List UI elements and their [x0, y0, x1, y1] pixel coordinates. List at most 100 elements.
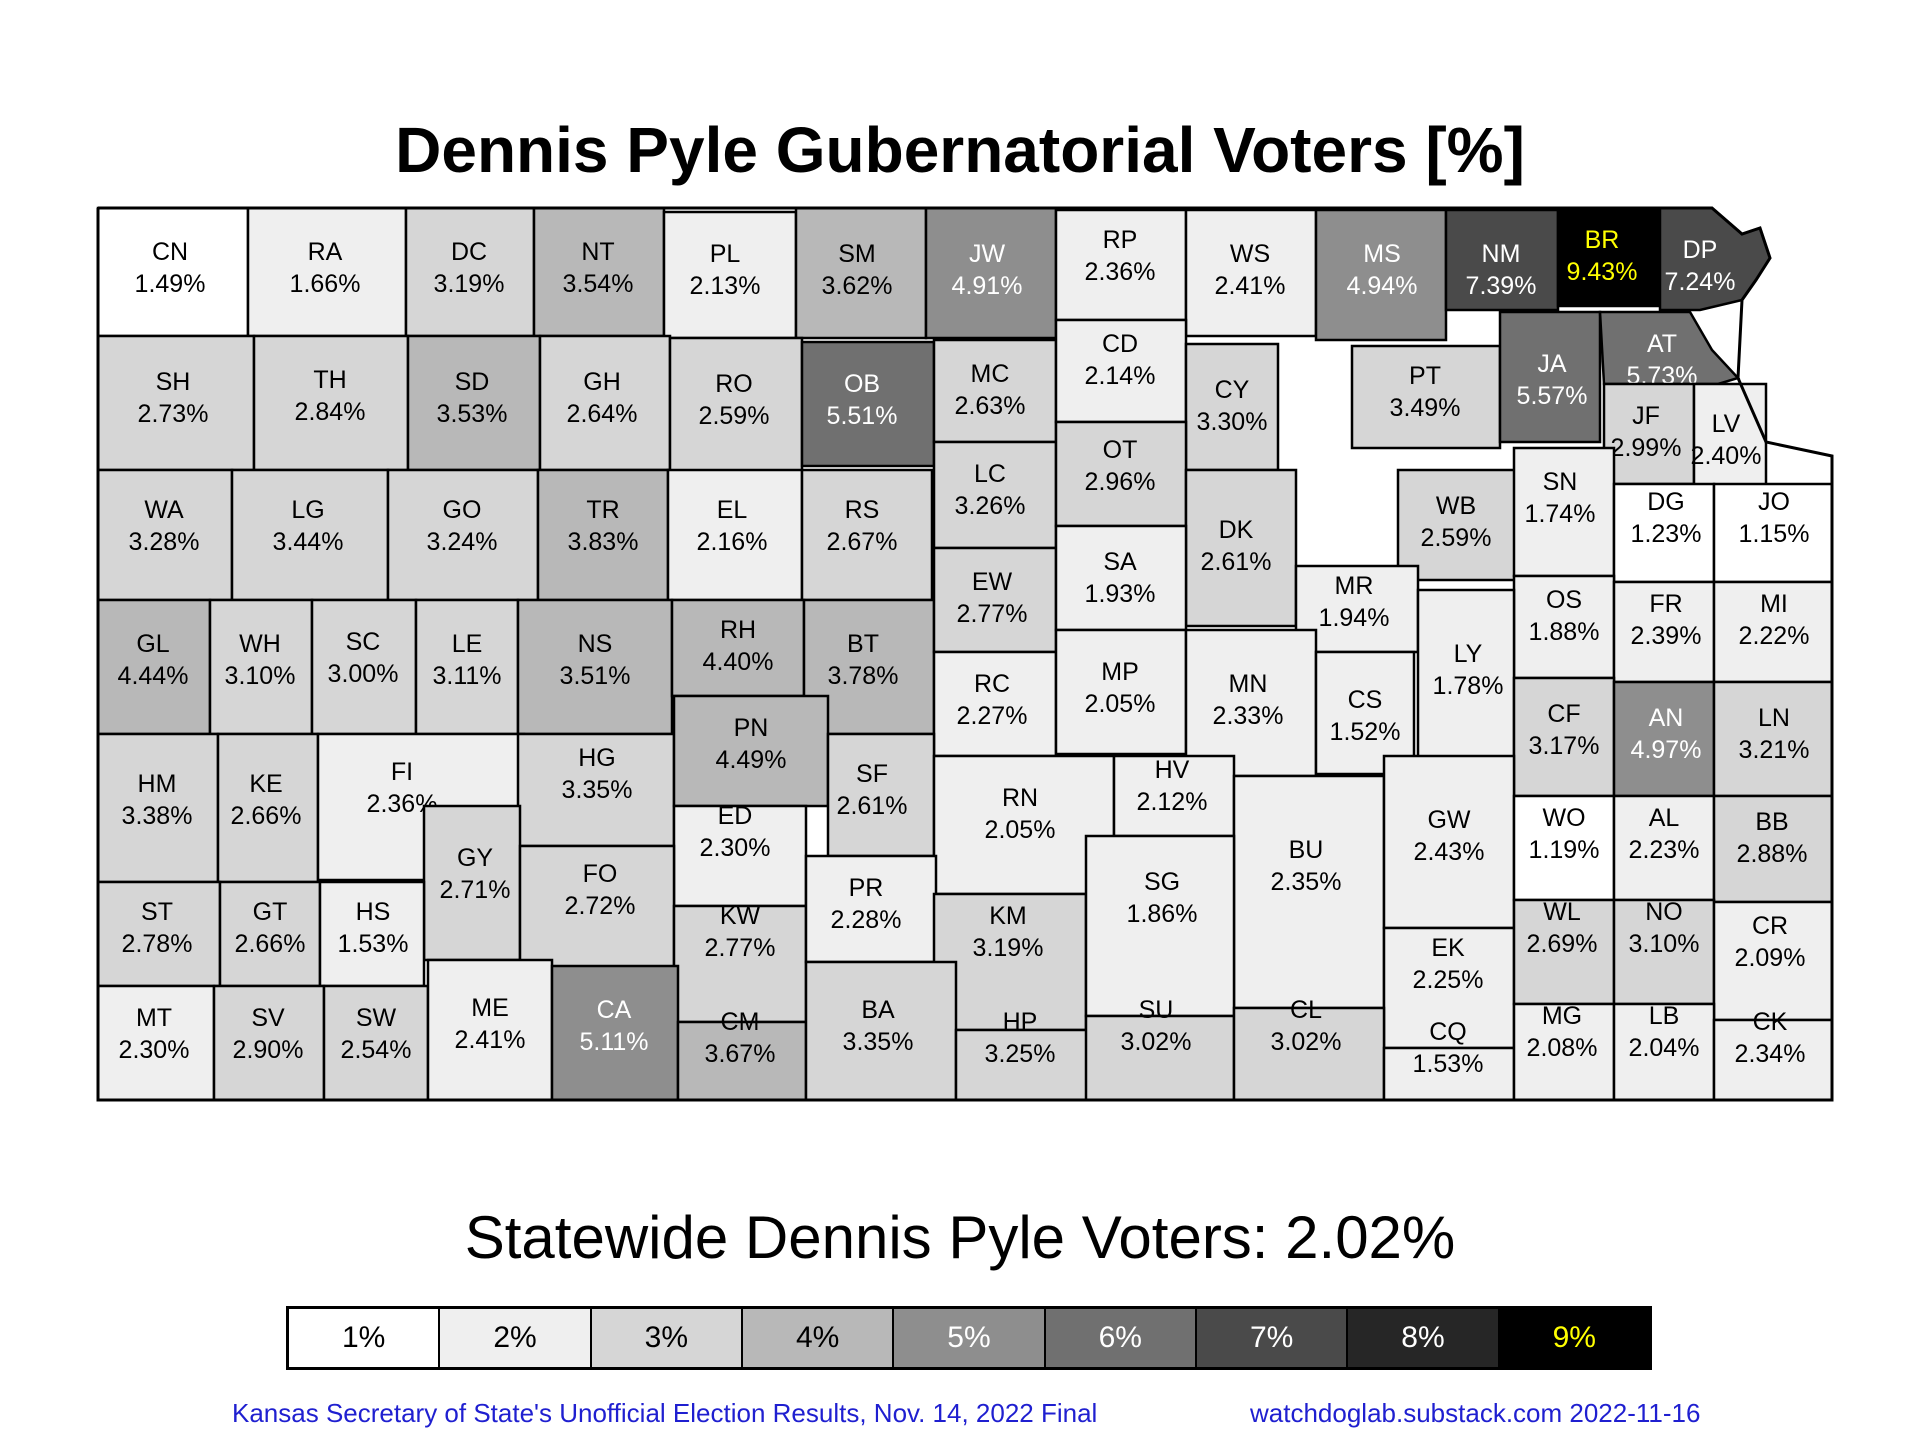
county-value-label: 5.51% — [827, 402, 898, 430]
county-value-label: 2.27% — [957, 702, 1028, 730]
county-rn: RN 2.05% — [932, 754, 1116, 896]
county-value-label: 2.73% — [138, 400, 209, 428]
county-code-label: DP — [1683, 236, 1718, 264]
county-sm: SM 3.62% — [794, 206, 928, 340]
site-credit: watchdoglab.substack.com 2022-11-16 — [1250, 1398, 1701, 1428]
county-ob: OB 5.51% — [800, 340, 936, 468]
county-mp: MP 2.05% — [1054, 628, 1188, 756]
county-shape — [794, 206, 928, 340]
county-value-label: 1.19% — [1529, 836, 1600, 864]
county-ba: BA 3.35% — [804, 960, 958, 1102]
county-value-label: 2.12% — [1137, 788, 1208, 816]
county-cd: CD 2.14% — [1054, 318, 1188, 424]
county-value-label: 3.54% — [563, 270, 634, 298]
county-value-label: 3.17% — [1529, 732, 1600, 760]
county-at: AT5.73% — [1598, 310, 1741, 390]
county-code-label: ME — [471, 994, 509, 1022]
county-ew: EW 2.77% — [932, 546, 1058, 654]
county-shape — [662, 210, 798, 340]
county-rc: RC 2.27% — [932, 650, 1058, 758]
county-shape — [804, 960, 958, 1102]
color-legend: 1% 2% 3% 4% 5% 6% 7% 8% 9% — [286, 1306, 1652, 1370]
county-value-label: 2.88% — [1737, 840, 1808, 868]
county-code-label: TR — [586, 496, 619, 524]
county-hg: HG 3.35% — [516, 732, 676, 848]
county-code-label: WS — [1230, 240, 1270, 268]
county-jf: JF 2.99% — [1602, 382, 1696, 486]
county-me: ME 2.41% — [426, 958, 554, 1102]
county-shape — [1350, 344, 1502, 450]
county-value-label: 1.23% — [1631, 520, 1702, 548]
county-code-label: CM — [721, 1008, 760, 1036]
county-os: OS 1.88% — [1512, 574, 1616, 680]
county-bu: BU 2.35% — [1232, 774, 1386, 1010]
county-shape — [670, 598, 806, 698]
county-code-label: MS — [1363, 240, 1401, 268]
county-ck: CK 2.34% — [1712, 1008, 1834, 1102]
county-value-label: 3.78% — [828, 662, 899, 690]
county-code-label: BU — [1289, 836, 1324, 864]
county-code-label: OS — [1546, 586, 1582, 614]
source-credit: Kansas Secretary of State's Unofficial E… — [232, 1398, 1098, 1428]
county-gw: GW 2.43% — [1382, 754, 1516, 930]
county-code-label: BB — [1755, 808, 1788, 836]
county-code-label: NM — [1482, 240, 1521, 268]
county-value-label: 7.24% — [1665, 268, 1736, 296]
county-shape — [252, 334, 410, 472]
county-value-label: 3.02% — [1121, 1028, 1192, 1056]
county-dc: DC 3.19% — [404, 206, 536, 338]
county-value-label: 3.26% — [955, 492, 1026, 520]
county-hs: HS 1.53% — [318, 880, 426, 988]
county-cn: CN 1.49% — [96, 206, 250, 338]
county-value-label: 1.52% — [1330, 718, 1401, 746]
county-code-label: DG — [1647, 488, 1685, 516]
county-code-label: OT — [1103, 436, 1138, 464]
county-value-label: 2.30% — [700, 834, 771, 862]
county-code-label: RN — [1002, 784, 1038, 812]
county-value-label: 1.78% — [1433, 672, 1504, 700]
legend-bin: 1% — [289, 1309, 441, 1367]
county-dk: DK 2.61% — [1184, 468, 1298, 628]
county-value-label: 1.15% — [1739, 520, 1810, 548]
county-code-label: MI — [1760, 590, 1788, 618]
county-wa: WA 3.28% — [96, 468, 234, 602]
county-value-label: 3.35% — [562, 776, 633, 804]
county-code-label: CY — [1215, 376, 1250, 404]
county-value-label: 2.39% — [1631, 622, 1702, 650]
county-value-label: 3.83% — [568, 528, 639, 556]
county-ra: RA 1.66% — [246, 206, 408, 338]
county-value-label: 2.77% — [957, 600, 1028, 628]
county-shape — [1054, 318, 1188, 424]
county-ro: RO 2.59% — [668, 336, 804, 474]
county-value-label: 2.66% — [231, 802, 302, 830]
county-shape — [932, 754, 1116, 896]
county-shape — [1612, 1002, 1716, 1102]
county-shape — [1084, 1014, 1236, 1102]
county-value-label: 3.24% — [427, 528, 498, 556]
county-value-label: 3.49% — [1390, 394, 1461, 422]
county-code-label: AL — [1649, 804, 1680, 832]
county-jo: JO 1.15% — [1712, 482, 1834, 584]
county-shape — [1396, 468, 1524, 582]
county-value-label: 2.14% — [1085, 362, 1156, 390]
county-code-label: LY — [1454, 640, 1483, 668]
county-shape — [954, 1028, 1108, 1102]
county-value-label: 3.44% — [273, 528, 344, 556]
county-code-label: ED — [718, 802, 753, 830]
county-value-label: 1.66% — [290, 270, 361, 298]
county-code-label: EW — [972, 568, 1013, 596]
county-code-label: GY — [457, 844, 493, 872]
county-cl: CL 3.02% — [1232, 996, 1386, 1102]
county-shape — [96, 598, 212, 736]
county-value-label: 1.93% — [1085, 580, 1156, 608]
county-sf: SF 2.61% — [826, 732, 936, 858]
county-value-label: 3.25% — [985, 1040, 1056, 1068]
county-shape — [1712, 794, 1834, 904]
county-value-label: 2.71% — [440, 876, 511, 904]
county-el: EL 2.16% — [666, 468, 804, 602]
county-value-label: 3.30% — [1197, 408, 1268, 436]
county-shape — [1612, 898, 1716, 1006]
county-st: ST 2.78% — [96, 880, 222, 988]
county-value-label: 1.88% — [1529, 618, 1600, 646]
county-code-label: RO — [715, 370, 753, 398]
